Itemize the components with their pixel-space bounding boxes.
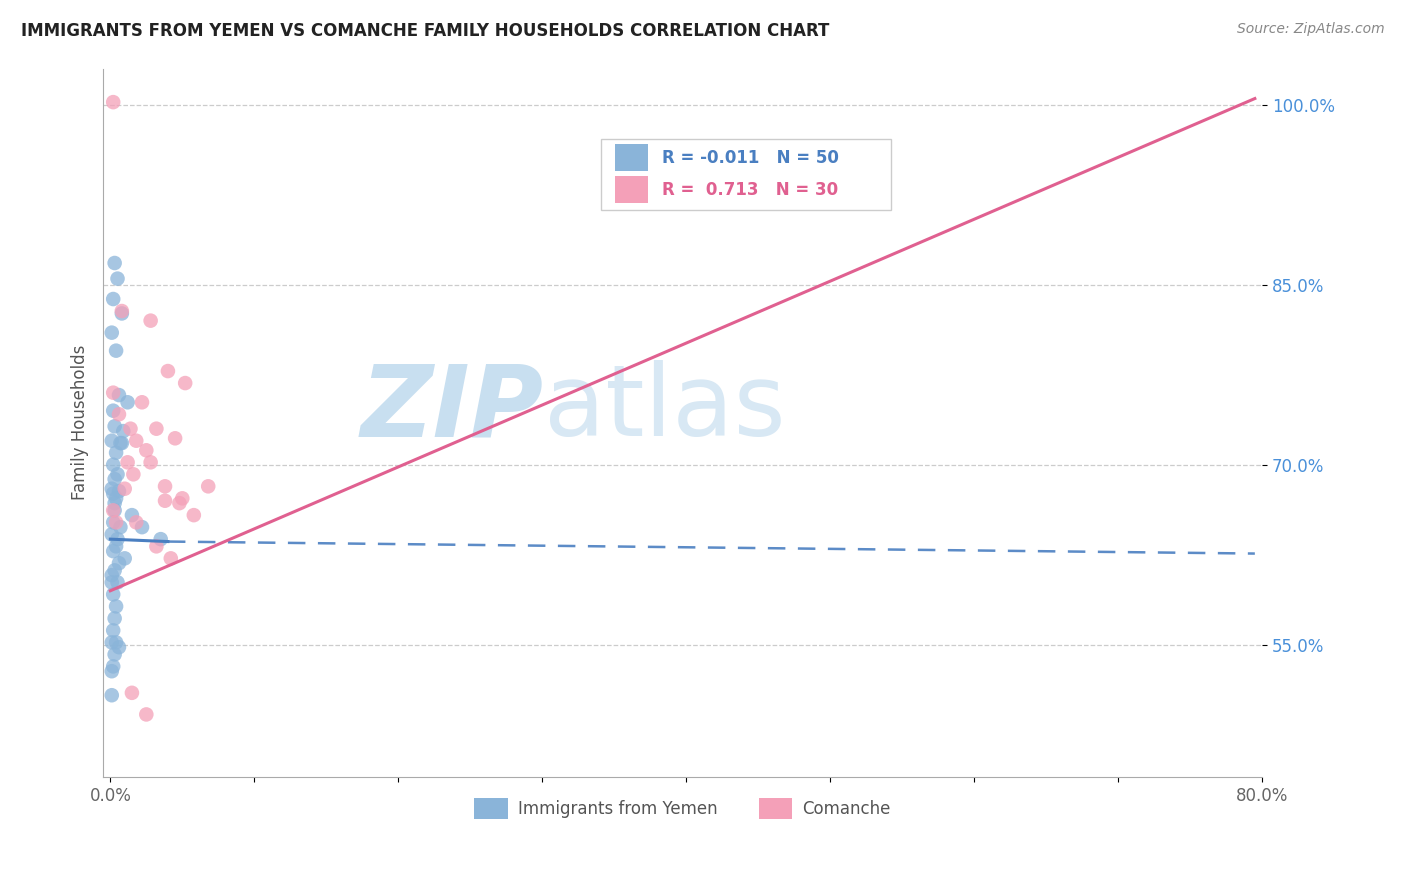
Point — [104, 563, 127, 577]
Point — [108, 484, 131, 499]
Point — [103, 624, 125, 638]
Point — [103, 516, 125, 530]
Legend: Immigrants from Yemen, Comanche: Immigrants from Yemen, Comanche — [468, 791, 897, 825]
Point — [139, 455, 162, 469]
Point — [105, 599, 128, 614]
Point — [104, 503, 127, 517]
Point — [110, 520, 132, 534]
Point — [183, 508, 205, 523]
Point — [108, 407, 131, 421]
Point — [197, 479, 219, 493]
Point — [103, 458, 125, 472]
Point — [122, 467, 145, 482]
Point — [104, 648, 127, 662]
Point — [111, 304, 134, 318]
Point — [117, 455, 139, 469]
Point — [110, 436, 132, 450]
Point — [125, 516, 148, 530]
Point — [114, 482, 136, 496]
Point — [105, 446, 128, 460]
Point — [121, 686, 143, 700]
Point — [139, 313, 162, 327]
Text: atlas: atlas — [544, 360, 785, 457]
Point — [108, 556, 131, 570]
Point — [100, 568, 122, 582]
Point — [112, 424, 135, 438]
FancyBboxPatch shape — [616, 177, 648, 203]
Point — [100, 635, 122, 649]
Point — [131, 520, 153, 534]
Point — [174, 376, 197, 390]
Point — [153, 493, 176, 508]
Point — [100, 434, 122, 448]
Point — [103, 95, 125, 110]
Text: IMMIGRANTS FROM YEMEN VS COMANCHE FAMILY HOUSEHOLDS CORRELATION CHART: IMMIGRANTS FROM YEMEN VS COMANCHE FAMILY… — [21, 22, 830, 40]
Point — [100, 688, 122, 702]
Point — [108, 388, 131, 402]
Point — [100, 575, 122, 590]
Point — [111, 306, 134, 320]
Point — [104, 496, 127, 510]
Point — [145, 540, 167, 554]
Point — [105, 540, 128, 554]
Point — [149, 532, 172, 546]
Point — [111, 436, 134, 450]
Point — [104, 256, 127, 270]
Point — [105, 516, 128, 530]
Point — [108, 640, 131, 655]
Point — [107, 271, 129, 285]
Point — [125, 434, 148, 448]
Point — [103, 292, 125, 306]
Point — [104, 611, 127, 625]
Point — [100, 326, 122, 340]
Point — [107, 467, 129, 482]
Point — [100, 527, 122, 541]
Point — [120, 422, 142, 436]
Point — [105, 343, 128, 358]
Point — [105, 635, 128, 649]
Point — [117, 395, 139, 409]
Point — [100, 664, 122, 678]
Point — [159, 551, 181, 566]
FancyBboxPatch shape — [602, 139, 891, 211]
Point — [153, 479, 176, 493]
Point — [103, 503, 125, 517]
Point — [107, 532, 129, 546]
Point — [156, 364, 179, 378]
Point — [104, 419, 127, 434]
Point — [172, 491, 194, 506]
Y-axis label: Family Households: Family Households — [72, 345, 89, 500]
Point — [104, 472, 127, 486]
Point — [105, 491, 128, 506]
Point — [103, 587, 125, 601]
Point — [131, 395, 153, 409]
Text: R = -0.011   N = 50: R = -0.011 N = 50 — [662, 149, 838, 167]
Point — [107, 575, 129, 590]
Point — [103, 403, 125, 417]
Point — [100, 482, 122, 496]
Text: R =  0.713   N = 30: R = 0.713 N = 30 — [662, 181, 838, 199]
Point — [114, 551, 136, 566]
Text: Source: ZipAtlas.com: Source: ZipAtlas.com — [1237, 22, 1385, 37]
Point — [103, 385, 125, 400]
Point — [165, 431, 187, 445]
Point — [135, 707, 157, 722]
Point — [103, 486, 125, 500]
Point — [135, 443, 157, 458]
Point — [145, 422, 167, 436]
Text: ZIP: ZIP — [360, 360, 544, 457]
Point — [103, 659, 125, 673]
Point — [103, 544, 125, 558]
FancyBboxPatch shape — [616, 145, 648, 171]
Point — [169, 496, 191, 510]
Point — [121, 508, 143, 523]
